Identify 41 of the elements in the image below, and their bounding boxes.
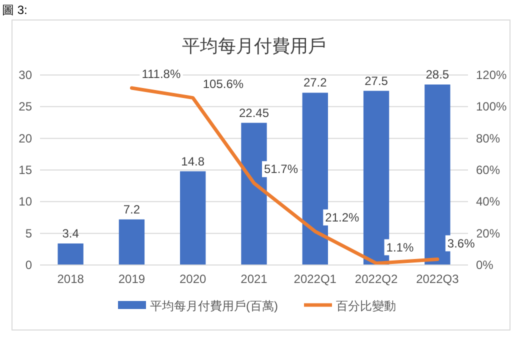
bar [58,243,84,265]
bar [118,219,145,265]
data-label: 27.2 [303,76,328,90]
legend-label: 百分比變動 [336,299,396,313]
y-tick-label: 30 [18,68,32,82]
y2-tick-label: 40% [476,194,500,209]
x-tick-label: 2019 [118,272,146,286]
y-tick-label: 15 [18,163,32,177]
y-tick-label: 20 [18,131,32,146]
x-tick-label: 2021 [240,272,268,286]
data-label: 14.8 [181,154,205,168]
data-label: 1.1% [386,240,414,254]
x-tick-label: 2018 [57,272,84,286]
data-label: 27.5 [364,74,388,88]
y-tick-label: 10 [18,194,32,209]
data-label: 105.6% [202,76,244,91]
y-tick-label: 25 [18,100,32,114]
y2-tick-label: 60% [476,163,500,177]
legend-label: 平均每月付費用戶(百萬) [150,299,278,313]
y2-tick-label: 80% [476,131,500,146]
data-label: 3.4 [62,226,80,240]
y2-tick-label: 120% [476,68,508,82]
data-label: 21.2% [325,210,360,224]
data-label: 51.7% [264,162,298,176]
y2-tick-label: 0% [476,258,494,272]
bar [180,171,206,265]
data-label: 22.45 [238,106,270,120]
data-label: 28.5 [426,68,450,82]
y-tick-label: 0 [25,258,32,272]
data-label: 3.6% [447,236,476,250]
y2-tick-label: 100% [476,100,508,114]
x-tick-label: 2020 [180,272,207,286]
data-label: 111.8% [142,66,181,81]
x-tick-label: 2022Q1 [294,272,337,286]
data-label: 7.2 [123,202,140,216]
x-tick-label: 2022Q2 [354,272,398,286]
caption: 圖 3: [2,3,28,17]
y2-tick-label: 20% [476,226,500,240]
x-tick-label: 2022Q3 [416,272,460,286]
y-tick-label: 5 [25,226,32,240]
chart-title: 平均每月付費用戶 [182,36,326,56]
